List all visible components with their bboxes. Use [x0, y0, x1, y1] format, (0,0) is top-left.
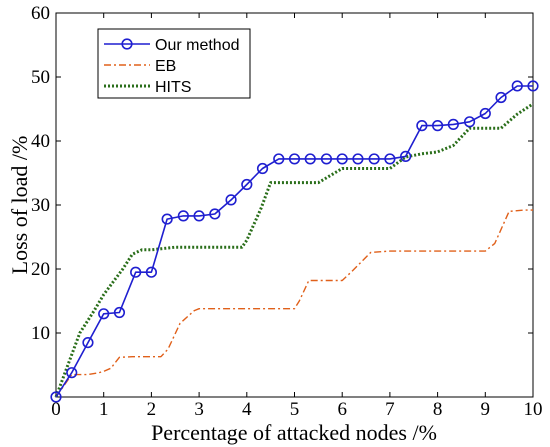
- x-tick-label: 3: [194, 399, 204, 420]
- data-point-marker: [273, 153, 285, 165]
- data-point-marker: [161, 213, 173, 225]
- x-tick-label: 10: [524, 399, 543, 420]
- data-point-marker: [50, 391, 62, 403]
- data-point-marker: [177, 210, 189, 222]
- axis-ticks: 0 1 2 3 4 5 6 7 8 9 10 10 20 30 40 50 60: [31, 3, 543, 420]
- data-point-marker: [130, 266, 142, 278]
- data-point-marker: [400, 150, 412, 162]
- data-point-marker: [463, 116, 476, 128]
- data-point-marker: [447, 118, 459, 130]
- legend-label-our-method: Our method: [155, 37, 239, 54]
- y-tick-label: 20: [31, 259, 50, 280]
- y-axis-label: Loss of load /%: [7, 136, 32, 275]
- series-line-eb: [55, 209, 533, 398]
- x-tick-label: 7: [385, 399, 395, 420]
- data-point-marker: [241, 178, 253, 191]
- data-point-marker: [432, 120, 444, 132]
- legend-label-eb: EB: [155, 58, 176, 75]
- x-tick-label: 0: [51, 399, 61, 420]
- data-point-marker: [495, 91, 507, 104]
- y-tick-label: 30: [31, 195, 50, 216]
- x-tick-label: 2: [147, 399, 157, 420]
- data-point-marker: [66, 367, 78, 379]
- data-point-marker: [98, 308, 110, 320]
- data-point-marker: [193, 210, 205, 222]
- series-line-hits: [54, 102, 534, 398]
- legend-label-hits: HITS: [155, 79, 191, 96]
- legend-marker: [121, 38, 133, 50]
- data-point-marker: [304, 153, 316, 165]
- data-point-marker: [479, 107, 491, 120]
- series-line-our-method: [55, 85, 533, 398]
- series-layer: [50, 80, 539, 403]
- data-point-marker: [225, 194, 237, 206]
- data-point-marker: [113, 306, 126, 319]
- y-tick-label: 60: [31, 3, 50, 24]
- y-tick-label: 40: [31, 131, 50, 152]
- x-tick-label: 6: [337, 399, 347, 420]
- data-point-marker: [336, 153, 348, 165]
- data-point-marker: [256, 162, 269, 175]
- y-tick-label: 50: [31, 67, 50, 88]
- x-tick-label: 8: [433, 399, 443, 420]
- data-point-marker: [320, 153, 333, 165]
- data-point-marker: [511, 80, 523, 92]
- x-tick-label: 1: [99, 399, 109, 420]
- data-point-marker: [384, 153, 396, 165]
- x-tick-label: 9: [481, 399, 491, 420]
- x-tick-label: 5: [290, 399, 300, 420]
- data-point-marker: [368, 153, 380, 165]
- data-point-marker: [416, 120, 428, 132]
- x-tick-label: 4: [242, 399, 252, 420]
- data-point-marker: [527, 80, 539, 92]
- data-point-marker: [145, 266, 157, 278]
- data-point-marker: [209, 208, 221, 220]
- data-point-marker: [288, 153, 301, 165]
- data-point-marker: [352, 153, 364, 165]
- legend: Our method EB HITS: [97, 28, 251, 99]
- y-tick-label: 10: [31, 323, 50, 344]
- x-axis-label: Percentage of attacked nodes /%: [151, 420, 437, 445]
- data-point-marker: [82, 337, 94, 349]
